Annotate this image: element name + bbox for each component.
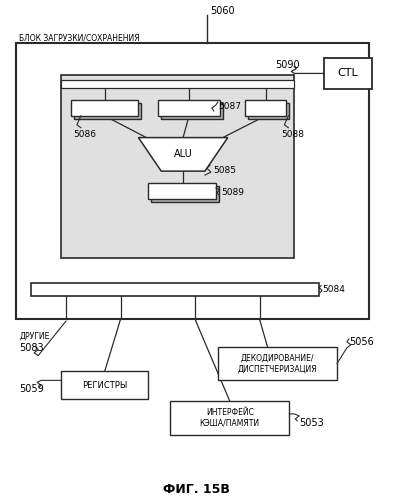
Text: БЛОК ЗАГРУЗКИ/СОХРАНЕНИЯ: БЛОК ЗАГРУЗКИ/СОХРАНЕНИЯ xyxy=(19,34,140,43)
Text: 5056: 5056 xyxy=(349,337,374,347)
Text: 5053: 5053 xyxy=(299,418,324,428)
Text: 5085: 5085 xyxy=(213,166,236,175)
Text: 5059: 5059 xyxy=(19,384,44,394)
Text: ИНТЕРФЕЙС
КЭША/ПАМЯТИ: ИНТЕРФЕЙС КЭША/ПАМЯТИ xyxy=(200,408,260,428)
Bar xyxy=(61,372,148,399)
Text: РЕГИСТРЫ: РЕГИСТРЫ xyxy=(82,381,127,390)
Bar xyxy=(158,100,220,116)
Text: 5087: 5087 xyxy=(218,102,241,111)
Bar xyxy=(151,186,219,202)
Bar xyxy=(170,401,289,434)
Bar xyxy=(61,80,294,88)
Text: 5083: 5083 xyxy=(19,343,44,353)
Bar xyxy=(31,282,319,296)
Text: 5090: 5090 xyxy=(275,60,300,70)
Text: 5060: 5060 xyxy=(210,6,235,16)
Text: 5089: 5089 xyxy=(221,188,244,198)
Text: CTL: CTL xyxy=(338,68,358,78)
Text: 5086: 5086 xyxy=(73,130,96,138)
Bar xyxy=(148,183,216,199)
Text: ДЕКОДИРОВАНИЕ/
ДИСПЕТЧЕРИЗАЦИЯ: ДЕКОДИРОВАНИЕ/ ДИСПЕТЧЕРИЗАЦИЯ xyxy=(238,354,317,374)
Text: ДРУГИЕ: ДРУГИЕ xyxy=(19,332,50,341)
Bar xyxy=(16,43,369,319)
Bar xyxy=(161,103,223,119)
Text: ФИГ. 15В: ФИГ. 15В xyxy=(163,483,230,496)
Bar xyxy=(324,58,372,89)
Bar xyxy=(245,100,286,116)
Bar xyxy=(218,347,337,380)
Bar xyxy=(248,103,289,119)
Bar xyxy=(71,100,138,116)
Text: 5084: 5084 xyxy=(322,285,345,294)
Text: 5088: 5088 xyxy=(281,130,305,138)
Bar xyxy=(74,103,141,119)
Text: ALU: ALU xyxy=(174,150,193,160)
Polygon shape xyxy=(138,138,228,171)
Bar xyxy=(61,76,294,258)
